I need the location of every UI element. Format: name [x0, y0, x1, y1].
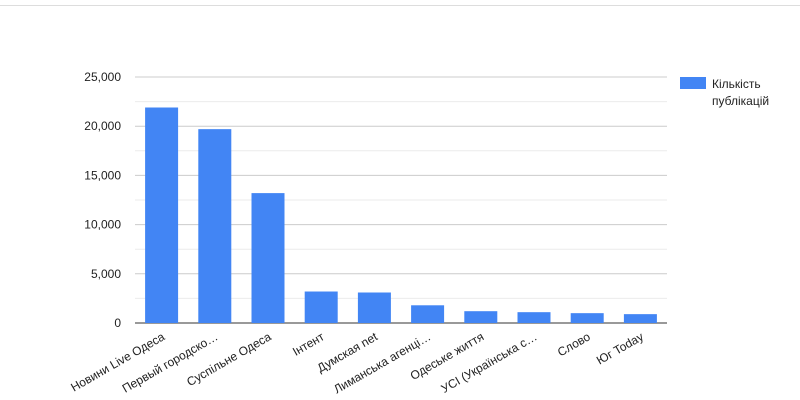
bar — [357, 292, 391, 323]
y-tick-label: 15,000 — [84, 168, 121, 182]
legend-swatch — [680, 77, 706, 89]
bar — [623, 314, 657, 323]
x-tick-label: УСІ (Українська с… — [439, 329, 540, 395]
bar — [304, 291, 338, 323]
bar — [198, 129, 232, 323]
bar — [145, 107, 179, 323]
bar — [411, 305, 445, 323]
y-tick-label: 20,000 — [84, 119, 121, 133]
x-tick-label: Лиманська агенці… — [331, 329, 433, 396]
x-tick-label: Інтент — [290, 329, 327, 358]
bar — [464, 311, 498, 323]
bar — [517, 312, 551, 323]
y-tick-label: 0 — [114, 316, 121, 330]
x-tick-label: Слово — [555, 329, 593, 359]
y-tick-label: 10,000 — [84, 218, 121, 232]
y-tick-label: 5,000 — [91, 267, 121, 281]
bar — [251, 193, 285, 323]
x-tick-label: Юг Today — [594, 329, 646, 367]
y-tick-label: 25,000 — [84, 70, 121, 84]
legend-label: Кількість публікацій — [712, 77, 770, 108]
x-tick-label: Новини Live Одеса — [68, 329, 167, 394]
bar — [570, 313, 604, 323]
x-tick-label: Первый городско… — [120, 329, 220, 395]
